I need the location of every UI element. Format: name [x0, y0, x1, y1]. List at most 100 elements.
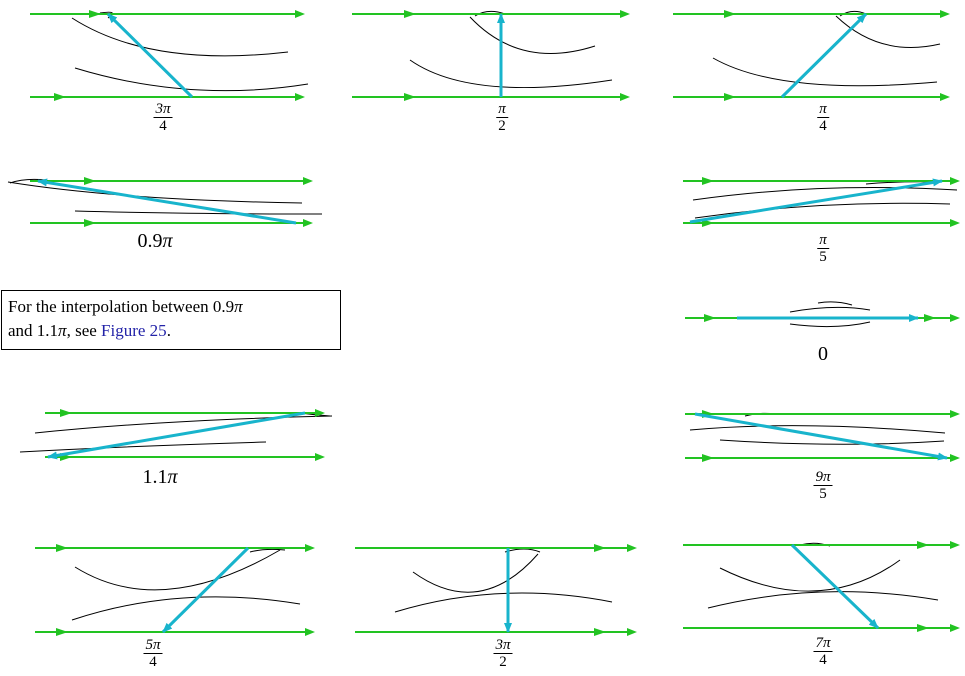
- panel-0.9pi: [7, 177, 323, 227]
- trajectory-curve: [835, 15, 941, 48]
- label-denominator: 2: [498, 118, 506, 134]
- label-denominator: 5: [819, 249, 827, 265]
- trajectory-curve: [409, 59, 613, 89]
- label-numerator: 3π: [493, 637, 513, 654]
- flow-direction-arrow: [56, 628, 68, 636]
- trajectory-curve: [789, 306, 871, 313]
- flow-direction-arrow: [704, 314, 716, 322]
- flow-direction-arrow: [594, 544, 606, 552]
- flow-direction-arrow: [924, 314, 936, 322]
- angle-label: 7π 4: [813, 634, 833, 668]
- flow-direction-arrow: [404, 10, 416, 18]
- panel-9pi-5: [685, 410, 960, 462]
- trajectory-curve: [712, 57, 938, 87]
- trajectory-curve: [34, 415, 333, 434]
- direction-vector-arrow: [780, 12, 868, 99]
- angle-label: 0.9π: [137, 230, 172, 253]
- label-pi: π: [162, 230, 173, 252]
- label-numerator: 3π: [153, 101, 173, 118]
- flow-direction-arrow: [702, 177, 714, 185]
- label-denominator: 4: [159, 118, 167, 134]
- label-denominator: 4: [149, 654, 157, 670]
- note-pi-1: π: [234, 297, 243, 316]
- panel-pi-4: [673, 10, 950, 101]
- interpolation-note: For the interpolation between 0.9π and 1…: [1, 290, 341, 350]
- flow-direction-arrow: [84, 219, 96, 227]
- note-text-4: .: [166, 321, 171, 340]
- label-numerator: 7π: [813, 635, 833, 652]
- flow-direction-arrow: [89, 10, 101, 18]
- trajectory-curve: [74, 67, 309, 92]
- direction-vector-arrow: [689, 178, 943, 224]
- panel-1.1pi: [19, 409, 333, 461]
- note-text-3: , see: [66, 321, 102, 340]
- note-pi-2: π: [58, 321, 67, 340]
- label-numerator: 5π: [143, 637, 163, 654]
- flow-direction-arrow: [54, 93, 66, 101]
- angle-label: 5π 4: [143, 636, 163, 670]
- trajectory-curve: [504, 548, 541, 553]
- flow-direction-arrow: [60, 409, 72, 417]
- direction-vector-arrow: [47, 411, 306, 460]
- label-value: 0: [818, 343, 828, 365]
- panel-5pi-4: [35, 544, 315, 636]
- angle-label: 0: [818, 343, 828, 366]
- trajectory-curve: [469, 16, 596, 54]
- direction-vector-arrow: [37, 178, 297, 225]
- trajectory-curve: [707, 591, 939, 609]
- flow-direction-arrow: [702, 454, 714, 462]
- direction-vector-arrow: [790, 543, 880, 630]
- note-text-2: and 1.1: [8, 321, 59, 340]
- direction-vector-arrow: [694, 412, 948, 461]
- trajectory-curve: [692, 187, 958, 201]
- label-denominator: 4: [819, 652, 827, 668]
- trajectory-curve: [249, 548, 286, 553]
- direction-vector-arrow: [106, 12, 194, 99]
- label-pi: π: [167, 466, 178, 488]
- trajectory-curve: [19, 441, 267, 453]
- label-numerator: π: [817, 101, 829, 118]
- label-denominator: 2: [499, 654, 507, 670]
- flow-direction-arrow: [917, 624, 929, 632]
- panel-3pi-4: [30, 10, 309, 101]
- label-numerator: 9π: [813, 469, 833, 486]
- flow-direction-arrow: [724, 93, 736, 101]
- angle-label: 9π 5: [813, 468, 833, 502]
- note-text-1: For the interpolation between 0.9: [8, 297, 235, 316]
- trajectory-curve: [719, 439, 945, 445]
- angle-label: 3π 2: [493, 636, 513, 670]
- trajectory-curve: [71, 17, 289, 57]
- flow-direction-arrow: [56, 544, 68, 552]
- trajectory-curve: [694, 202, 951, 219]
- angle-label: 1.1π: [142, 466, 177, 489]
- trajectory-curve: [789, 321, 871, 328]
- label-denominator: 5: [819, 486, 827, 502]
- trajectory-curve: [394, 592, 613, 613]
- trajectory-curve: [412, 553, 539, 593]
- label-numerator: π: [817, 232, 829, 249]
- flow-direction-arrow: [404, 93, 416, 101]
- trajectory-curve: [71, 596, 301, 621]
- trajectory-curve: [689, 425, 946, 434]
- label-value: 1.1: [142, 466, 168, 488]
- flow-direction-arrow: [84, 177, 96, 185]
- figure-25-link[interactable]: Figure 25: [101, 321, 167, 340]
- trajectory-curve: [74, 549, 281, 591]
- label-denominator: 4: [819, 118, 827, 134]
- trajectory-curve: [817, 301, 853, 306]
- trajectory-curve: [74, 210, 323, 215]
- flow-direction-arrow: [917, 541, 929, 549]
- panel-pi-5: [683, 177, 960, 227]
- panel-3pi-2: [355, 544, 637, 636]
- angle-label: 3π 4: [153, 100, 173, 134]
- panel-7pi-4: [683, 541, 960, 632]
- trajectory-curve: [719, 559, 901, 592]
- panel-zero: [685, 301, 960, 328]
- flow-direction-arrow: [724, 10, 736, 18]
- direction-vector-arrow: [161, 546, 250, 634]
